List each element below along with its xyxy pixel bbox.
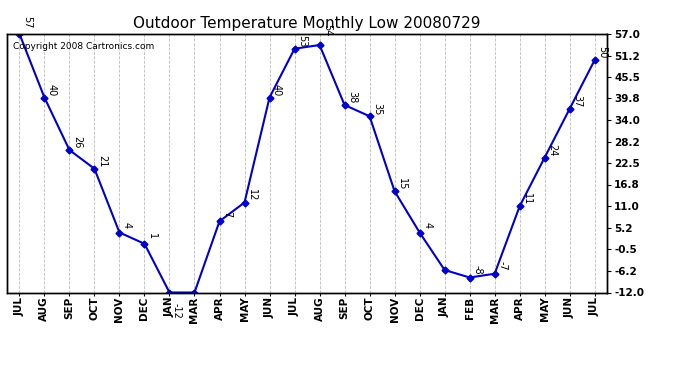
Text: 1: 1 xyxy=(147,233,157,239)
Text: 38: 38 xyxy=(347,92,357,104)
Text: -12: -12 xyxy=(172,303,182,319)
Text: 15: 15 xyxy=(397,178,407,190)
Text: 40: 40 xyxy=(272,84,282,96)
Text: Copyright 2008 Cartronics.com: Copyright 2008 Cartronics.com xyxy=(13,42,154,51)
Text: 4: 4 xyxy=(122,222,132,228)
Text: 54: 54 xyxy=(322,24,332,36)
Text: 11: 11 xyxy=(522,193,532,205)
Text: 35: 35 xyxy=(372,103,382,115)
Text: 4: 4 xyxy=(422,222,432,228)
Text: -8: -8 xyxy=(472,265,482,275)
Title: Outdoor Temperature Monthly Low 20080729: Outdoor Temperature Monthly Low 20080729 xyxy=(133,16,481,31)
Text: 37: 37 xyxy=(572,95,582,107)
Text: -7: -7 xyxy=(497,261,507,271)
Text: 12: 12 xyxy=(247,189,257,201)
Text: 21: 21 xyxy=(97,155,107,167)
Text: 50: 50 xyxy=(598,46,607,59)
Text: 26: 26 xyxy=(72,136,82,149)
Text: 53: 53 xyxy=(297,35,307,48)
Text: 57: 57 xyxy=(22,16,32,29)
Text: 7: 7 xyxy=(222,211,232,217)
Text: 24: 24 xyxy=(547,144,557,156)
Text: 40: 40 xyxy=(47,84,57,96)
